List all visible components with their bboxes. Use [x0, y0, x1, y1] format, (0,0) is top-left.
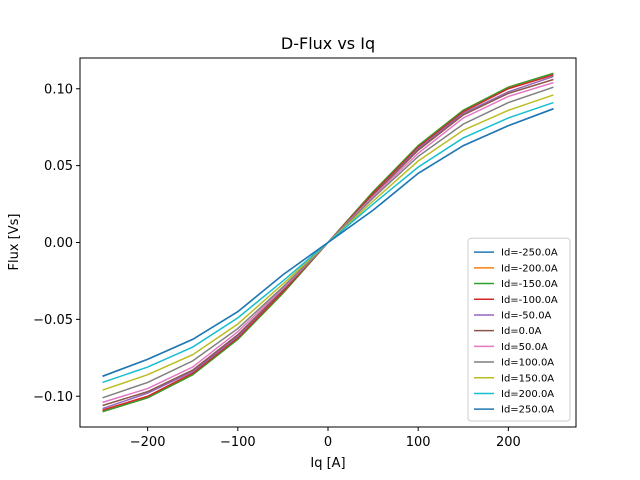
y-tick-label: 0.10: [44, 82, 73, 97]
x-tick-label: −100: [220, 435, 256, 450]
legend-label-9: Id=200.0A: [501, 389, 554, 400]
chart-title: D-Flux vs Iq: [281, 34, 375, 53]
legend-label-3: Id=-100.0A: [501, 295, 558, 306]
legend-label-8: Id=150.0A: [501, 373, 554, 384]
legend-label-2: Id=-150.0A: [501, 279, 558, 290]
x-tick-label: −200: [130, 435, 166, 450]
series-line-10: [102, 108, 554, 377]
x-axis-label: Iq [A]: [310, 456, 345, 471]
y-tick-label: 0.05: [44, 159, 73, 174]
legend-label-5: Id=0.0A: [501, 326, 542, 337]
y-tick-label: −0.05: [33, 313, 73, 328]
legend-label-7: Id=100.0A: [501, 358, 554, 369]
y-tick-label: 0.00: [44, 236, 73, 251]
x-tick-label: 0: [324, 435, 332, 450]
y-axis-label: Flux [Vs]: [7, 214, 22, 271]
legend-label-4: Id=-50.0A: [501, 310, 552, 321]
x-axis-ticks: −200 −100 0 100 200: [130, 427, 521, 450]
series-group: [102, 72, 554, 413]
y-tick-label: −0.10: [33, 390, 73, 405]
x-tick-label: 100: [406, 435, 431, 450]
legend-label-10: Id=250.0A: [501, 405, 554, 416]
legend-label-0: Id=-250.0A: [501, 248, 558, 259]
legend: Id=-250.0A Id=-200.0A Id=-150.0A Id=-100.0A…: [467, 237, 571, 422]
legend-label-6: Id=50.0A: [501, 342, 548, 353]
y-axis-ticks: −0.10 −0.05 0.00 0.05 0.10: [33, 82, 80, 405]
x-tick-label: 200: [496, 435, 521, 450]
legend-label-1: Id=-200.0A: [501, 263, 558, 274]
